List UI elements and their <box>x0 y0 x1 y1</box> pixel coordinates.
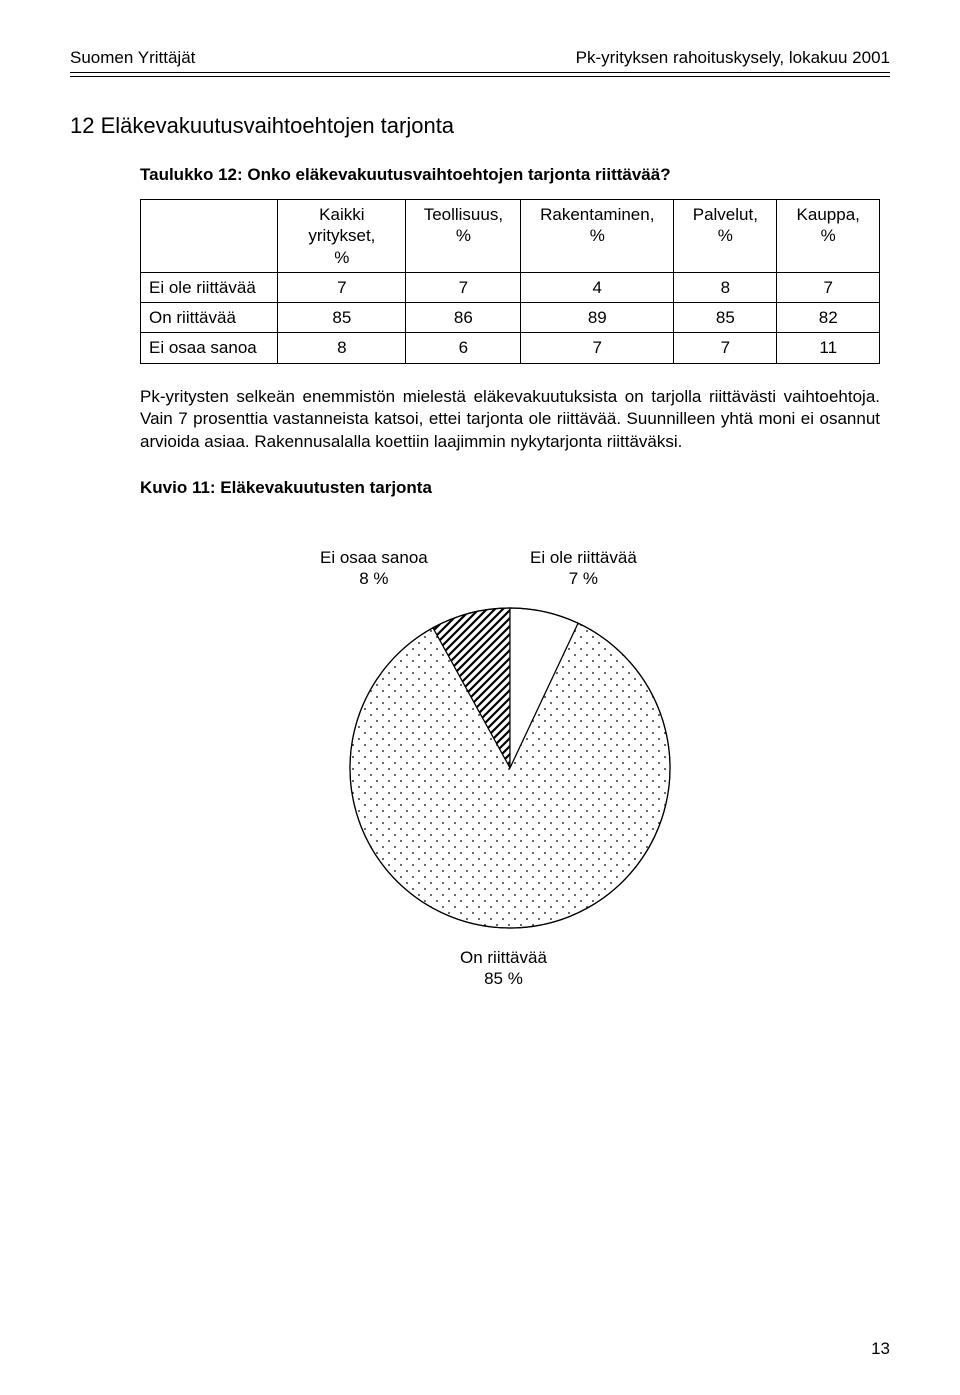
page-number: 13 <box>871 1339 890 1359</box>
chart-caption: Kuvio 11: Eläkevakuutusten tarjonta <box>140 478 880 498</box>
data-table: Kaikki yritykset,%Teollisuus,%Rakentamin… <box>140 199 880 364</box>
pie-svg <box>230 538 790 978</box>
pie-label: On riittävää85 % <box>460 948 547 989</box>
table-header-cell: Palvelut,% <box>674 200 777 273</box>
page: Suomen Yrittäjät Pk-yrityksen rahoitusky… <box>0 0 960 1395</box>
table-cell: 8 <box>278 333 406 363</box>
table-row: Ei osaa sanoa867711 <box>141 333 880 363</box>
table-cell: 11 <box>777 333 880 363</box>
table-cell: 6 <box>406 333 521 363</box>
body-paragraph: Pk-yritysten selkeän enemmistön mielestä… <box>140 386 880 455</box>
pie-chart: Ei osaa sanoa8 % Ei ole riittävää7 % On ri… <box>230 538 790 978</box>
pie-label-text: On riittävää <box>460 948 547 968</box>
table-cell: Ei osaa sanoa <box>141 333 278 363</box>
table-head: Kaikki yritykset,%Teollisuus,%Rakentamin… <box>141 200 880 273</box>
table-header-cell: Rakentaminen,% <box>521 200 674 273</box>
table-cell: Ei ole riittävää <box>141 272 278 302</box>
pie-label-pct: 7 % <box>530 569 637 589</box>
table-cell: 4 <box>521 272 674 302</box>
table-cell: 82 <box>777 303 880 333</box>
pie-label: Ei ole riittävää7 % <box>530 548 637 589</box>
table-header-cell: Kauppa,% <box>777 200 880 273</box>
table-caption: Taulukko 12: Onko eläkevakuutusvaihtoeht… <box>140 165 880 185</box>
pie-label: Ei osaa sanoa8 % <box>320 548 428 589</box>
table-cell: 7 <box>674 333 777 363</box>
content-block: Taulukko 12: Onko eläkevakuutusvaihtoeht… <box>140 165 880 978</box>
header-rule-2 <box>70 76 890 77</box>
table-cell: 89 <box>521 303 674 333</box>
table-cell: 8 <box>674 272 777 302</box>
table-header-cell <box>141 200 278 273</box>
header-left: Suomen Yrittäjät <box>70 48 195 68</box>
table-header-cell: Teollisuus,% <box>406 200 521 273</box>
table-cell: 85 <box>674 303 777 333</box>
table-cell: 7 <box>406 272 521 302</box>
header-right: Pk-yrityksen rahoituskysely, lokakuu 200… <box>576 48 890 68</box>
table-row: On riittävää8586898582 <box>141 303 880 333</box>
table-cell: 7 <box>521 333 674 363</box>
pie-label-pct: 8 % <box>320 569 428 589</box>
page-header: Suomen Yrittäjät Pk-yrityksen rahoitusky… <box>70 48 890 68</box>
table-cell: 85 <box>278 303 406 333</box>
table-header-cell: Kaikki yritykset,% <box>278 200 406 273</box>
pie-label-text: Ei osaa sanoa <box>320 548 428 568</box>
table-body: Ei ole riittävää77487On riittävää8586898… <box>141 272 880 363</box>
section-title: 12 Eläkevakuutusvaihtoehtojen tarjonta <box>70 113 890 139</box>
table-row: Ei ole riittävää77487 <box>141 272 880 302</box>
header-rule-1 <box>70 72 890 73</box>
table-cell: 7 <box>777 272 880 302</box>
pie-label-pct: 85 % <box>460 969 547 989</box>
table-cell: 7 <box>278 272 406 302</box>
table-cell: On riittävää <box>141 303 278 333</box>
table-cell: 86 <box>406 303 521 333</box>
pie-label-text: Ei ole riittävää <box>530 548 637 568</box>
